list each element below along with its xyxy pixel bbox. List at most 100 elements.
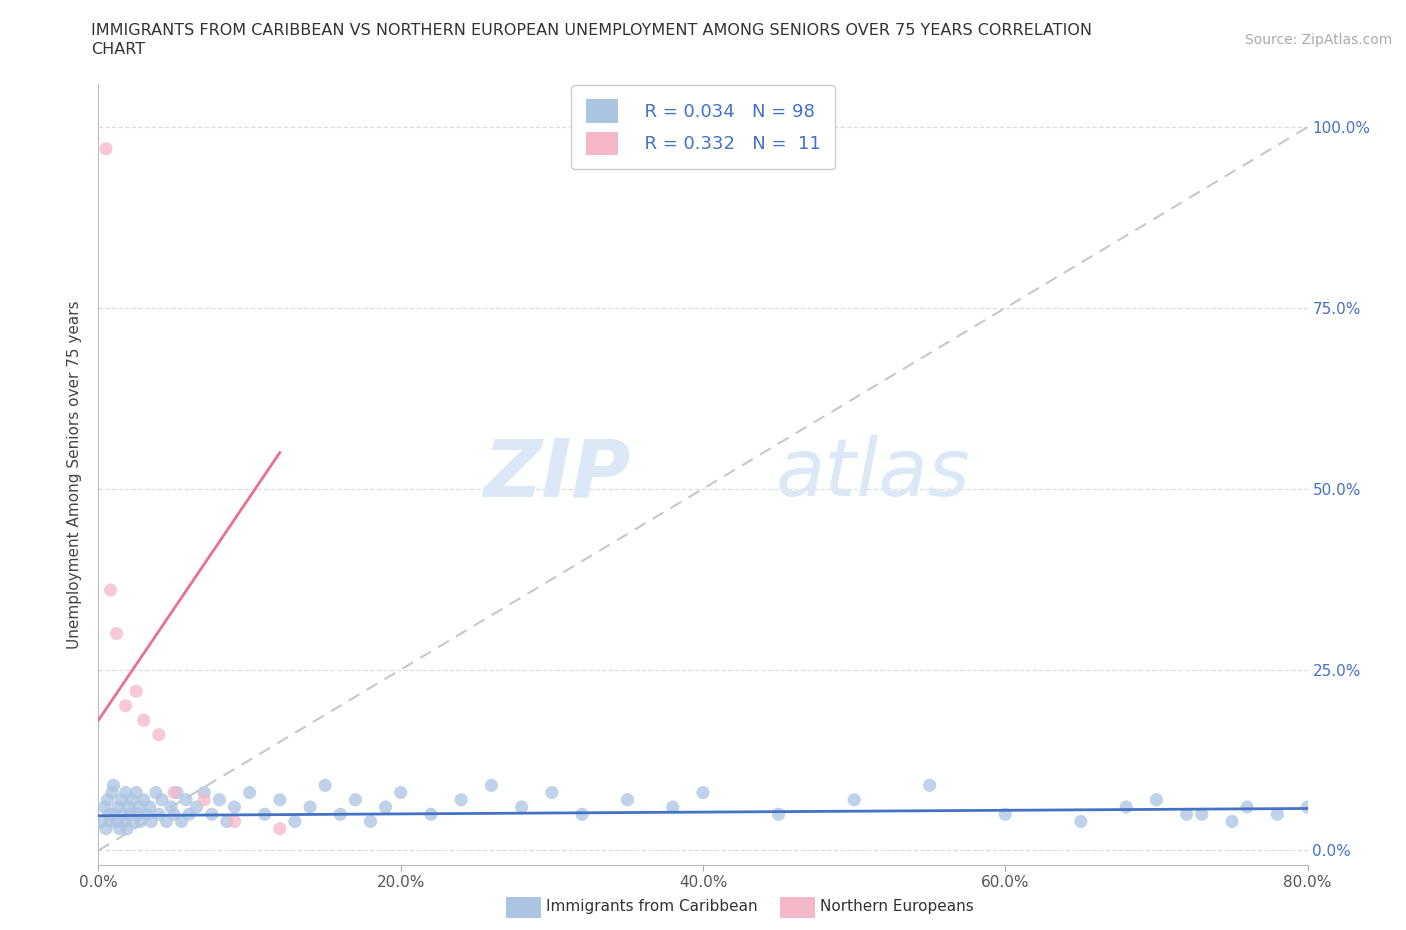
Text: 80.0%: 80.0%: [1284, 875, 1331, 890]
Point: [1236, 800, 1258, 815]
Point: [239, 785, 262, 800]
Text: 40.0%: 40.0%: [679, 875, 727, 890]
Point: [163, 807, 186, 822]
Point: [1070, 814, 1092, 829]
Point: [661, 800, 683, 815]
Point: [120, 807, 142, 822]
Point: [1115, 800, 1137, 815]
Point: [1267, 807, 1289, 822]
Point: [101, 785, 124, 800]
Point: [420, 807, 443, 822]
Text: 60.0%: 60.0%: [981, 875, 1029, 890]
Point: [90, 814, 112, 829]
Point: [94, 141, 117, 156]
Point: [174, 792, 197, 807]
Point: [107, 800, 129, 815]
Point: [269, 792, 291, 807]
Point: [114, 698, 136, 713]
Text: Immigrants from Caribbean: Immigrants from Caribbean: [546, 899, 758, 914]
Text: atlas: atlas: [776, 435, 970, 513]
Point: [108, 821, 131, 836]
Point: [571, 807, 593, 822]
Point: [299, 800, 322, 815]
Point: [145, 785, 167, 800]
Y-axis label: Unemployment Among Seniors over 75 years: Unemployment Among Seniors over 75 years: [67, 300, 83, 648]
Point: [105, 626, 128, 641]
Point: [284, 814, 307, 829]
Point: [450, 792, 472, 807]
Point: [224, 814, 246, 829]
Point: [103, 777, 125, 792]
Point: [125, 684, 148, 698]
Text: 0.0%: 0.0%: [79, 875, 118, 890]
Point: [510, 800, 533, 815]
Point: [100, 814, 122, 829]
Point: [115, 821, 138, 836]
Point: [269, 821, 291, 836]
Point: [1144, 792, 1167, 807]
Text: Source: ZipAtlas.com: Source: ZipAtlas.com: [1244, 33, 1392, 46]
Point: [1175, 807, 1198, 822]
Text: IMMIGRANTS FROM CARIBBEAN VS NORTHERN EUROPEAN UNEMPLOYMENT AMONG SENIORS OVER 7: IMMIGRANTS FROM CARIBBEAN VS NORTHERN EU…: [91, 23, 1092, 38]
Point: [132, 792, 155, 807]
Point: [98, 807, 121, 822]
Point: [540, 785, 562, 800]
Point: [93, 800, 115, 815]
Point: [329, 807, 352, 822]
Point: [360, 814, 382, 829]
Point: [1220, 814, 1243, 829]
Point: [166, 785, 188, 800]
Point: [994, 807, 1017, 822]
Point: [201, 807, 224, 822]
Point: [314, 777, 336, 792]
Point: [105, 814, 128, 829]
Point: [100, 582, 122, 597]
Point: [374, 800, 396, 815]
Point: [114, 785, 136, 800]
Point: [1191, 807, 1213, 822]
Point: [110, 792, 132, 807]
Point: [127, 807, 149, 822]
Point: [128, 800, 150, 815]
Point: [179, 807, 201, 822]
Point: [155, 814, 177, 829]
Point: [163, 785, 186, 800]
Point: [170, 814, 193, 829]
Point: [160, 800, 183, 815]
Point: [112, 814, 135, 829]
Point: [121, 792, 143, 807]
Point: [111, 807, 134, 822]
Point: [389, 785, 412, 800]
Point: [224, 800, 246, 815]
Point: [129, 814, 152, 829]
Point: [616, 792, 638, 807]
Point: [208, 792, 231, 807]
Point: [118, 800, 141, 815]
Point: [125, 785, 148, 800]
Point: [94, 821, 117, 836]
Point: [844, 792, 866, 807]
Point: [692, 785, 714, 800]
Point: [768, 807, 790, 822]
Point: [1296, 800, 1319, 815]
Point: [132, 712, 155, 727]
Text: ZIP: ZIP: [484, 435, 630, 513]
Point: [193, 792, 215, 807]
Legend:   R = 0.034   N = 98,   R = 0.332   N =  11: R = 0.034 N = 98, R = 0.332 N = 11: [571, 85, 835, 169]
Text: Northern Europeans: Northern Europeans: [820, 899, 973, 914]
Point: [148, 727, 170, 742]
Point: [141, 814, 163, 829]
Point: [918, 777, 941, 792]
Point: [103, 807, 125, 822]
Point: [139, 800, 162, 815]
Point: [481, 777, 503, 792]
Point: [148, 807, 170, 822]
Point: [122, 814, 145, 829]
Text: CHART: CHART: [91, 42, 145, 57]
Point: [344, 792, 367, 807]
Point: [96, 792, 118, 807]
Point: [150, 792, 173, 807]
Point: [135, 807, 157, 822]
Point: [253, 807, 276, 822]
Point: [215, 814, 238, 829]
